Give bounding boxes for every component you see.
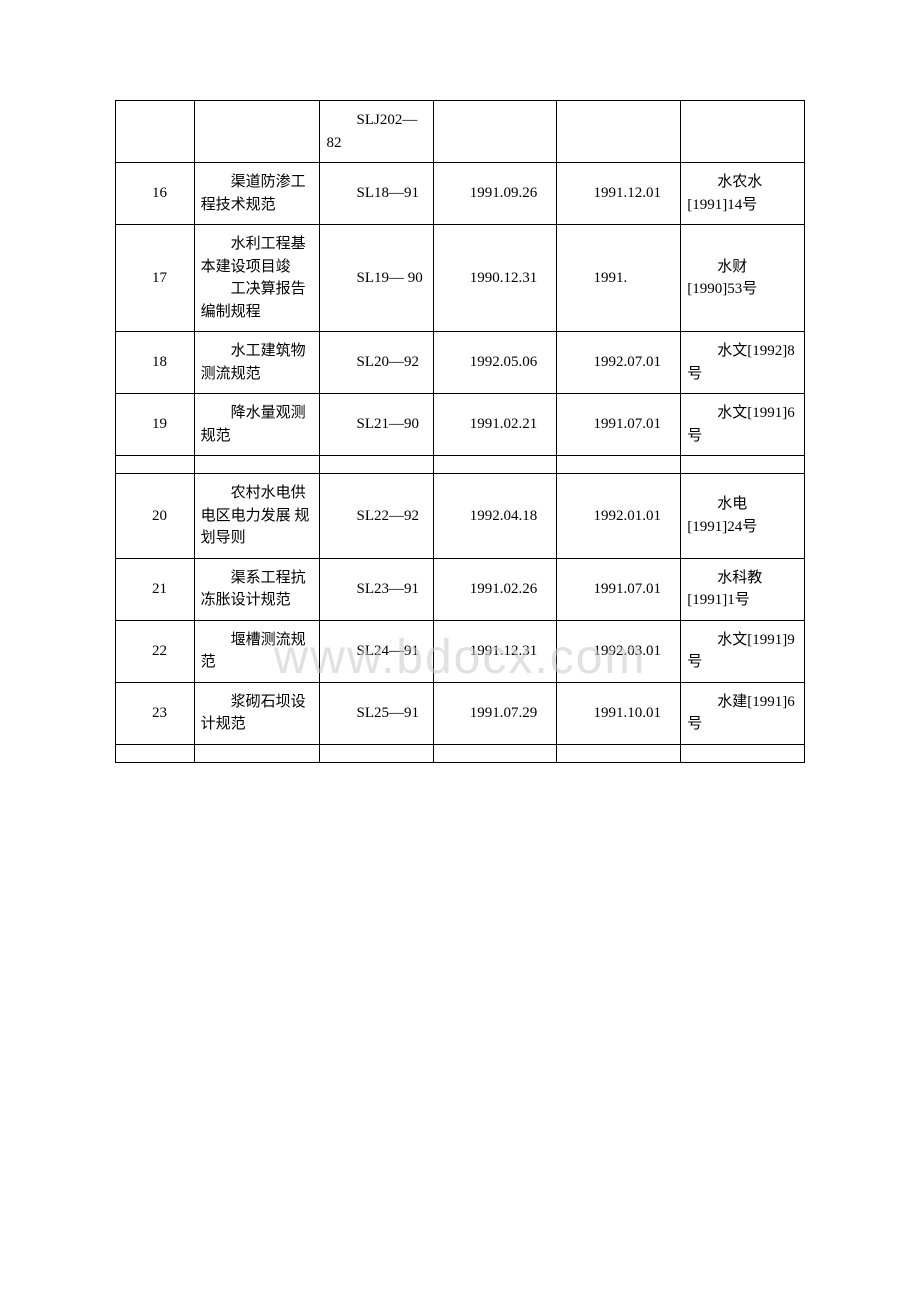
table-cell: 水农水[1991]14号 (681, 163, 805, 225)
table-cell (557, 744, 681, 762)
table-cell (320, 456, 433, 474)
table-cell: 水文[1992]8 号 (681, 332, 805, 394)
table-cell: SL22—92 (320, 474, 433, 559)
table-cell: SL19— 90 (320, 225, 433, 332)
table-row: 22堰槽测流规范SL24—911991.12.311992.03.01水文[19… (116, 620, 805, 682)
table-cell: 1992.04.18 (433, 474, 557, 559)
table-cell: SLJ202—82 (320, 101, 433, 163)
table-cell (681, 101, 805, 163)
table-row: 18水工建筑物测流规范SL20—921992.05.061992.07.01水文… (116, 332, 805, 394)
table-cell: SL21—90 (320, 394, 433, 456)
table-cell: 1991.07.29 (433, 682, 557, 744)
table-cell: 堰槽测流规范 (194, 620, 320, 682)
table-cell: 17 (116, 225, 195, 332)
standards-table: SLJ202—8216渠道防渗工程技术规范SL18—911991.09.2619… (115, 100, 805, 763)
table-cell: 1992.07.01 (557, 332, 681, 394)
table-cell: SL24—91 (320, 620, 433, 682)
table-cell (433, 456, 557, 474)
table-cell: 22 (116, 620, 195, 682)
table-cell: 水文[1991]9 号 (681, 620, 805, 682)
table-cell: 1991.10.01 (557, 682, 681, 744)
table-cell: 1991.09.26 (433, 163, 557, 225)
table-cell: 20 (116, 474, 195, 559)
table-body: SLJ202—8216渠道防渗工程技术规范SL18—911991.09.2619… (116, 101, 805, 763)
table-row: 17水利工程基本建设项目竣工决算报告编制规程SL19— 901990.12.31… (116, 225, 805, 332)
table-cell (116, 744, 195, 762)
table-row (116, 456, 805, 474)
table-cell: 降水量观测规范 (194, 394, 320, 456)
table-cell: 农村水电供电区电力发展 规划导则 (194, 474, 320, 559)
table-cell: 1990.12.31 (433, 225, 557, 332)
table-row (116, 744, 805, 762)
table-cell: 渠道防渗工程技术规范 (194, 163, 320, 225)
table-cell (194, 101, 320, 163)
table-row: 19降水量观测规范SL21—901991.02.211991.07.01水文[1… (116, 394, 805, 456)
table-cell: SL20—92 (320, 332, 433, 394)
table-row: 21渠系工程抗冻胀设计规范SL23—911991.02.261991.07.01… (116, 558, 805, 620)
table-cell: 16 (116, 163, 195, 225)
table-cell (557, 101, 681, 163)
table-cell: 水工建筑物测流规范 (194, 332, 320, 394)
table-cell: 21 (116, 558, 195, 620)
table-row: 23浆砌石坝设计规范SL25—911991.07.291991.10.01水建[… (116, 682, 805, 744)
table-cell: 1991.12.31 (433, 620, 557, 682)
table-cell: 浆砌石坝设计规范 (194, 682, 320, 744)
table-cell (116, 456, 195, 474)
table-cell: SL18—91 (320, 163, 433, 225)
table-cell (194, 744, 320, 762)
table-cell: SL25—91 (320, 682, 433, 744)
table-cell: 1991.02.21 (433, 394, 557, 456)
table-cell: 1991.07.01 (557, 558, 681, 620)
table-cell: 1992.03.01 (557, 620, 681, 682)
table-cell: 渠系工程抗冻胀设计规范 (194, 558, 320, 620)
table-cell: 1991.12.01 (557, 163, 681, 225)
table-cell: 1991. (557, 225, 681, 332)
table-cell (681, 744, 805, 762)
table-cell: 水建[1991]6 号 (681, 682, 805, 744)
table-cell: 水文[1991]6 号 (681, 394, 805, 456)
table-cell: 1992.05.06 (433, 332, 557, 394)
table-cell (433, 101, 557, 163)
table-row: 20农村水电供电区电力发展 规划导则SL22—921992.04.181992.… (116, 474, 805, 559)
table-cell (194, 456, 320, 474)
table-cell (681, 456, 805, 474)
table-cell: 水科教[1991]1号 (681, 558, 805, 620)
table-row: SLJ202—82 (116, 101, 805, 163)
table-cell: 水财[1990]53号 (681, 225, 805, 332)
table-cell (433, 744, 557, 762)
table-cell: 19 (116, 394, 195, 456)
table-cell: 23 (116, 682, 195, 744)
table-cell: 水电[1991]24号 (681, 474, 805, 559)
table-cell (320, 744, 433, 762)
table-cell: 18 (116, 332, 195, 394)
table-cell: SL23—91 (320, 558, 433, 620)
table-cell: 1991.07.01 (557, 394, 681, 456)
table-cell (116, 101, 195, 163)
table-cell: 水利工程基本建设项目竣工决算报告编制规程 (194, 225, 320, 332)
table-cell (557, 456, 681, 474)
table-row: 16渠道防渗工程技术规范SL18—911991.09.261991.12.01水… (116, 163, 805, 225)
table-cell: 1991.02.26 (433, 558, 557, 620)
table-cell: 1992.01.01 (557, 474, 681, 559)
